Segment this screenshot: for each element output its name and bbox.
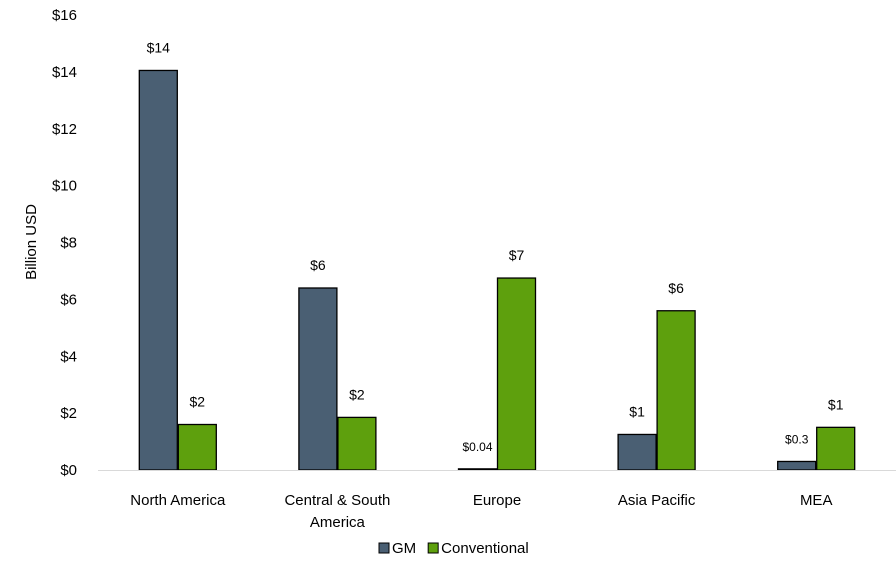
bar-conventional — [816, 426, 856, 471]
bar-conventional — [177, 423, 217, 471]
legend: GM Conventional — [378, 540, 529, 557]
data-label: $2 — [190, 394, 206, 410]
y-tick-label: $10 — [52, 178, 77, 195]
data-label: $6 — [310, 257, 326, 273]
legend-swatch — [378, 542, 390, 554]
bar-conventional — [496, 277, 537, 471]
bar-gm — [138, 69, 178, 471]
y-tick-label: $12 — [52, 121, 77, 138]
bar-gm — [298, 287, 338, 471]
data-label: $1 — [828, 396, 844, 412]
bar-gm — [457, 468, 498, 471]
y-tick-label: $14 — [52, 64, 77, 81]
bar-conventional — [656, 310, 696, 471]
category-label: MEA — [800, 492, 833, 509]
bar-gm — [777, 460, 817, 471]
data-label: $0.04 — [462, 440, 492, 454]
y-axis-title: Billion USD — [23, 204, 40, 280]
category-label: Central & South — [284, 492, 390, 509]
data-label: $0.3 — [785, 432, 809, 446]
data-label: $6 — [668, 280, 684, 296]
y-axis-ticks: $0 $2 $4 $6 $8 $10 $12 $14 $16 — [52, 7, 77, 479]
y-tick-label: $0 — [60, 462, 77, 479]
legend-label: GM — [392, 540, 416, 557]
category-label: Asia Pacific — [618, 492, 696, 509]
category-labels: North America Central & South America Europ… — [130, 492, 832, 531]
bar-conventional — [337, 416, 377, 471]
data-label: $14 — [147, 39, 171, 55]
y-tick-label: $2 — [60, 405, 77, 422]
bar-gm — [617, 433, 657, 471]
legend-swatch — [427, 542, 439, 554]
category-label: Europe — [473, 492, 521, 509]
category-label: North America — [130, 492, 226, 509]
y-tick-label: $8 — [60, 235, 77, 252]
legend-label: Conventional — [441, 540, 529, 557]
bars — [138, 69, 856, 471]
data-label: $7 — [509, 247, 525, 263]
y-tick-label: $16 — [52, 7, 77, 24]
data-labels: $14 $2 $6 $2 $0.04 $7 $1 $6 $0.3 $1 — [147, 39, 844, 453]
data-label: $1 — [629, 403, 645, 419]
y-tick-label: $4 — [60, 348, 77, 365]
category-label: America — [310, 514, 366, 531]
data-label: $2 — [349, 386, 365, 402]
y-tick-label: $6 — [60, 291, 77, 308]
